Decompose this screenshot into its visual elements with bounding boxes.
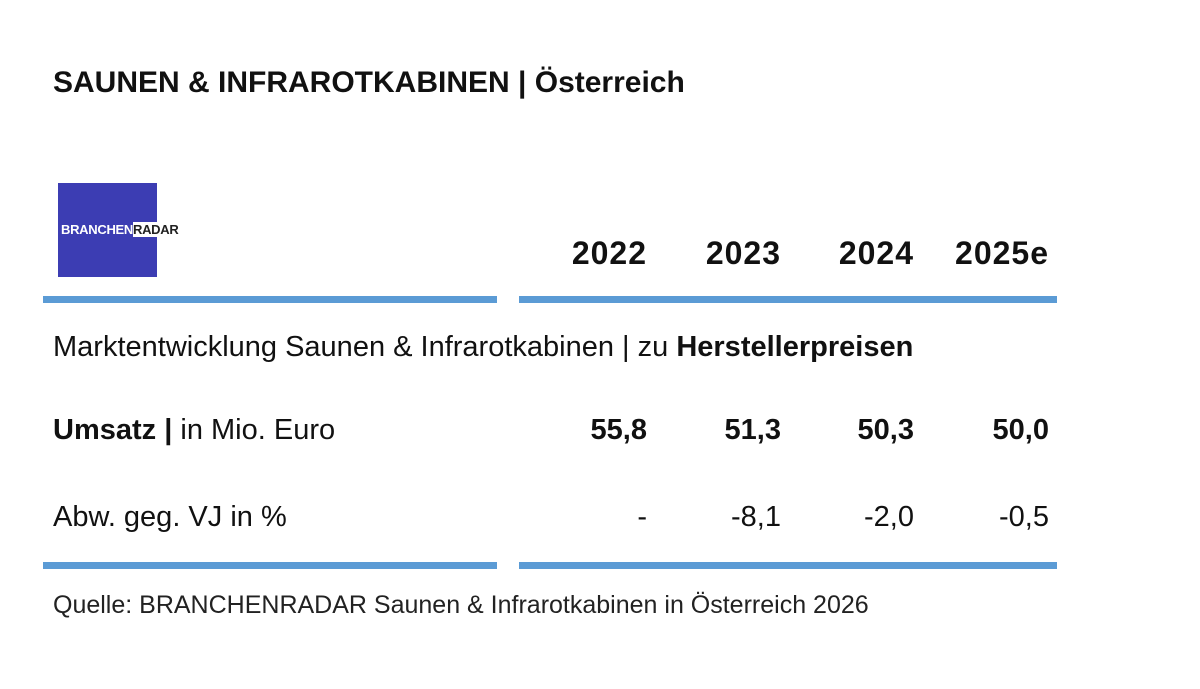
logo: BRANCHENRADAR (58, 183, 179, 277)
cell: 51,3 (724, 414, 781, 446)
column-header: 2025e (955, 235, 1049, 271)
rule (43, 562, 497, 569)
rule (519, 296, 1057, 303)
cell: 55,8 (590, 414, 647, 446)
cell: -2,0 (864, 501, 914, 533)
rule (519, 562, 1057, 569)
row-label: Abw. geg. VJ in % (53, 501, 287, 533)
cell: -0,5 (999, 501, 1049, 533)
cell: - (637, 501, 647, 533)
row-label: Umsatz | in Mio. Euro (53, 414, 336, 446)
source: Quelle: BRANCHENRADAR Saunen & Infrarotk… (53, 591, 869, 619)
row-unit: in Mio. Euro (180, 414, 336, 446)
title: SAUNEN & INFRAROTKABINEN | Österreich (53, 66, 685, 99)
logo-text: BRANCHENRADAR (61, 222, 179, 237)
cell: 50,0 (992, 414, 1049, 446)
column-header: 2023 (705, 235, 781, 271)
subtitle-emphasis: Herstellerpreisen (676, 331, 914, 363)
cell: -8,1 (731, 501, 781, 533)
column-header: 2024 (838, 235, 914, 271)
logo-part: BRANCHEN (61, 222, 133, 237)
column-header: 2022 (571, 235, 647, 271)
subtitle: Marktentwicklung Saunen & Infrarotkabine… (53, 333, 913, 362)
cell: 50,3 (857, 414, 914, 446)
rule (43, 296, 497, 303)
subtitle-text: Marktentwicklung Saunen & Infrarotkabine… (53, 331, 677, 363)
logo-part: RADAR (133, 222, 179, 237)
